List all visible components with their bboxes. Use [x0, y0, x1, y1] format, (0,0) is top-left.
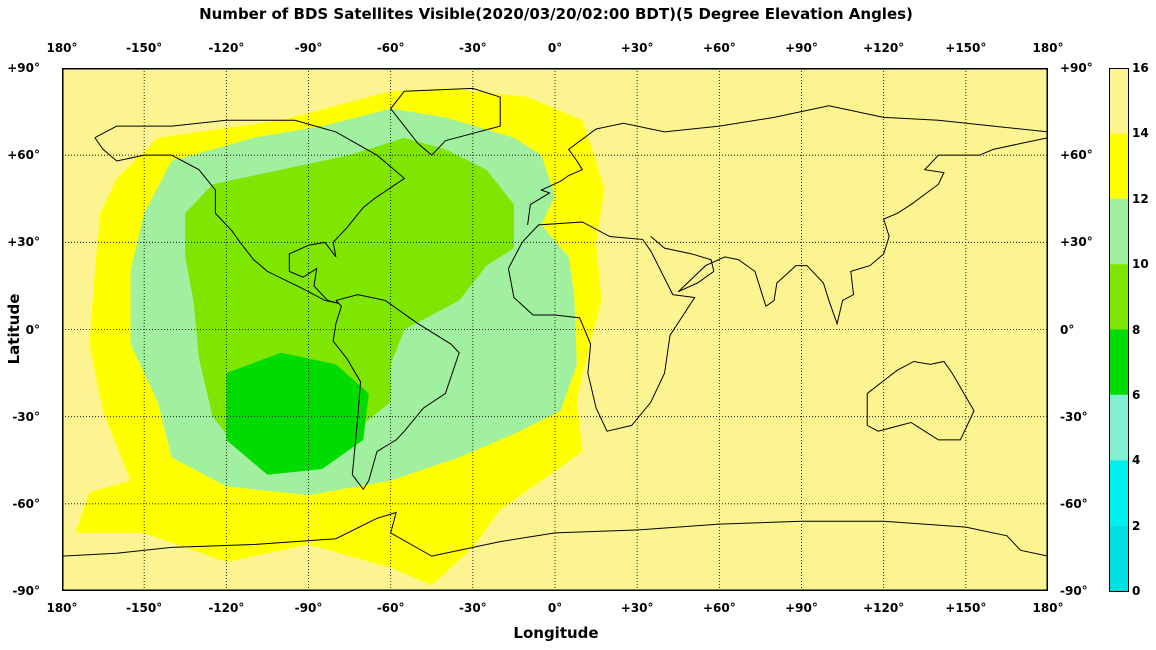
x-tick-label-bottom: 0° — [547, 601, 563, 615]
x-tick-label-top: -120° — [208, 41, 245, 55]
coastline-greenland — [390, 87, 501, 156]
x-tick-label-bottom: -60° — [376, 601, 405, 615]
y-tick-label-right: 0° — [1060, 322, 1075, 337]
y-tick-label-left: +90° — [7, 61, 40, 75]
colorbar-tick-label: 6 — [1132, 387, 1141, 402]
colorbar — [1109, 68, 1129, 592]
coastline-europe-asia — [527, 105, 1048, 225]
colorbar-band — [1109, 525, 1129, 591]
y-tick-label-left: -90° — [12, 584, 40, 598]
x-tick-label-top: -90° — [294, 41, 323, 55]
coastlines — [62, 87, 1048, 557]
coastline-north-america — [94, 119, 406, 304]
y-tick-label-left: +30° — [7, 235, 40, 250]
colorbar-tick-label: 4 — [1132, 453, 1141, 468]
x-tick-label-top: 0° — [547, 41, 563, 55]
x-tick-label-top: +90° — [785, 41, 818, 55]
y-tick-label-right: -30° — [1060, 409, 1088, 424]
coastline-south-america — [332, 294, 460, 491]
y-tick-label-right: +30° — [1060, 235, 1093, 250]
x-tick-label-bottom: 180° — [46, 601, 78, 615]
colorbar-tick-label: 2 — [1132, 518, 1141, 533]
x-tick-label-bottom: +60° — [702, 601, 736, 615]
y-tick-label-left: -30° — [12, 409, 40, 424]
x-tick-label-top: 180° — [46, 41, 78, 55]
graticule — [62, 68, 1048, 591]
colorbar-tick-label: 10 — [1132, 257, 1149, 272]
y-tick-label-left: -60° — [12, 496, 40, 511]
x-tick-label-bottom: -120° — [208, 601, 245, 615]
x-tick-label-top: -60° — [376, 41, 405, 55]
coastline-asia-south — [650, 137, 1048, 326]
coastline-africa — [507, 221, 696, 432]
visibility-regions — [62, 68, 1048, 591]
colorbar-bands — [1109, 68, 1129, 591]
colorbar-band — [1109, 198, 1129, 265]
y-tick-label-right: -90° — [1060, 584, 1088, 598]
coastline-australia — [866, 360, 975, 441]
colorbar-band — [1109, 133, 1129, 199]
x-tick-label-bottom: -30° — [458, 601, 487, 615]
map-plot-area — [62, 68, 1048, 591]
y-axis-label: Latitude — [5, 293, 23, 365]
x-tick-label-top: -30° — [458, 41, 487, 55]
x-tick-label-bottom: +90° — [785, 601, 818, 615]
y-tick-label-right: +60° — [1060, 148, 1093, 163]
x-tick-label-bottom: +150° — [945, 601, 987, 615]
x-tick-label-top: +30° — [620, 41, 654, 55]
y-tick-label-right: +90° — [1060, 61, 1093, 75]
chart-title: Number of BDS Satellites Visible(2020/03… — [199, 5, 913, 23]
colorbar-band — [1109, 394, 1129, 461]
x-tick-label-top: +150° — [945, 41, 987, 55]
colorbar-tick-label: 12 — [1132, 191, 1149, 206]
colorbar-band — [1109, 460, 1129, 526]
y-tick-label-right: -60° — [1060, 496, 1088, 511]
x-tick-label-bottom: -90° — [294, 601, 323, 615]
region-6-8-zone — [226, 352, 369, 475]
x-axis-label: Longitude — [513, 624, 599, 642]
x-tick-label-bottom: -150° — [126, 601, 163, 615]
x-tick-label-top: 180° — [1032, 41, 1064, 55]
x-tick-label-bottom: 180° — [1032, 601, 1064, 615]
y-tick-label-left: 0° — [25, 322, 40, 337]
colorbar-frame — [1109, 68, 1129, 592]
x-tick-label-top: +60° — [702, 41, 736, 55]
colorbar-tick-label: 8 — [1132, 322, 1141, 337]
colorbar-tick-label: 0 — [1132, 584, 1141, 598]
y-tick-label-left: +60° — [7, 148, 40, 163]
colorbar-band — [1109, 264, 1129, 330]
colorbar-tick-label: 14 — [1132, 126, 1149, 141]
colorbar-band — [1109, 68, 1129, 134]
x-tick-label-top: +120° — [863, 41, 905, 55]
x-tick-label-bottom: +30° — [620, 601, 654, 615]
x-tick-label-bottom: +120° — [863, 601, 905, 615]
x-tick-label-top: -150° — [126, 41, 163, 55]
colorbar-tick-label: 16 — [1132, 61, 1149, 75]
colorbar-band — [1109, 329, 1129, 395]
